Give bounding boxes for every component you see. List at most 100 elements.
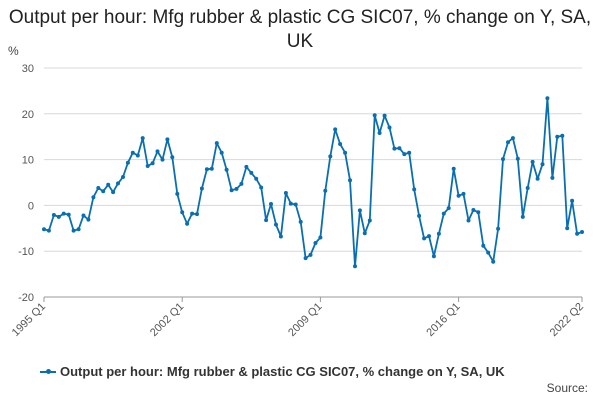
data-point: [175, 191, 180, 196]
data-point: [362, 231, 367, 236]
data-point: [91, 195, 96, 200]
data-point: [125, 160, 130, 165]
y-tick: 10: [22, 155, 34, 167]
data-point: [441, 211, 446, 216]
data-point: [61, 211, 66, 216]
data-point: [293, 202, 298, 207]
data-point: [333, 127, 338, 132]
y-tick-label: 0: [28, 200, 34, 212]
data-point: [550, 175, 555, 180]
data-point: [431, 254, 436, 259]
data-point: [106, 182, 111, 187]
data-point: [214, 141, 219, 146]
data-point: [298, 219, 303, 224]
y-tick: 30: [22, 63, 34, 75]
data-point: [160, 157, 165, 162]
y-axis: 30 20 10 0 -10 -20: [18, 63, 34, 304]
data-point: [377, 131, 382, 135]
data-point: [283, 191, 288, 195]
data-point: [446, 206, 451, 211]
series-group: [42, 96, 584, 269]
x-tick-label: 2002 Q1: [148, 301, 186, 339]
data-point: [570, 198, 575, 203]
y-tick: 20: [22, 109, 34, 121]
data-point: [195, 212, 199, 217]
data-point: [353, 264, 357, 269]
data-point: [343, 150, 348, 155]
data-point: [580, 230, 584, 234]
data-point: [180, 210, 185, 215]
data-point: [466, 218, 471, 223]
data-point: [308, 252, 313, 257]
data-point: [51, 213, 56, 217]
data-point: [520, 214, 525, 219]
data-point: [367, 218, 372, 223]
legend[interactable]: Output per hour: Mfg rubber & plastic CG…: [40, 364, 505, 379]
data-point: [540, 162, 545, 167]
data-point: [382, 113, 387, 118]
data-point: [372, 113, 377, 118]
data-point: [392, 146, 397, 151]
data-point: [417, 213, 422, 218]
data-point: [338, 142, 343, 146]
data-point: [501, 157, 505, 162]
data-point: [555, 134, 560, 139]
data-point: [145, 164, 150, 168]
data-point: [348, 178, 352, 183]
y-tick-label: -10: [18, 246, 34, 258]
data-point: [46, 228, 51, 233]
data-point: [422, 236, 427, 241]
chart-title: Output per hour: Mfg rubber & plastic CG…: [8, 7, 592, 52]
y-tick-label: 30: [22, 63, 34, 75]
data-point: [264, 218, 269, 223]
data-point: [254, 176, 259, 181]
x-tick: 2022 Q2: [548, 301, 586, 339]
data-point: [471, 208, 476, 212]
data-point: [560, 133, 565, 138]
data-point: [269, 202, 273, 206]
data-point: [436, 231, 441, 236]
data-point: [244, 164, 249, 169]
data-point: [456, 193, 461, 198]
data-point: [135, 153, 140, 158]
data-point: [140, 136, 145, 141]
data-point: [219, 150, 224, 155]
data-point: [274, 222, 278, 227]
y-axis-unit-label: %: [8, 44, 19, 58]
data-point: [357, 208, 362, 213]
data-point: [224, 167, 229, 172]
data-point: [427, 234, 431, 239]
data-point: [66, 212, 71, 217]
x-tick: 1995 Q1: [10, 301, 48, 339]
data-point: [476, 210, 481, 215]
data-point: [496, 226, 501, 231]
data-point: [259, 185, 264, 190]
data-point: [303, 256, 308, 261]
data-point: [318, 235, 323, 240]
data-point: [575, 231, 580, 236]
data-point: [313, 241, 318, 245]
data-point: [209, 166, 214, 171]
data-point: [150, 161, 155, 166]
data-point: [121, 175, 125, 179]
data-point: [190, 211, 195, 216]
data-point: [510, 136, 515, 141]
data-point: [525, 186, 530, 190]
data-point: [402, 152, 407, 157]
data-point: [155, 149, 160, 154]
legend-entry-label: Output per hour: Mfg rubber & plastic CG…: [60, 364, 505, 379]
data-point: [71, 228, 76, 233]
data-point: [185, 221, 190, 226]
data-point: [81, 213, 86, 218]
data-point: [515, 156, 520, 161]
data-point: [234, 186, 239, 191]
data-point: [397, 146, 402, 151]
data-point: [116, 181, 120, 186]
data-point: [328, 154, 333, 159]
data-point: [530, 159, 535, 164]
data-point: [42, 227, 46, 232]
y-tick: 0: [28, 200, 34, 212]
y-tick: -20: [18, 292, 34, 304]
data-point: [76, 227, 81, 232]
